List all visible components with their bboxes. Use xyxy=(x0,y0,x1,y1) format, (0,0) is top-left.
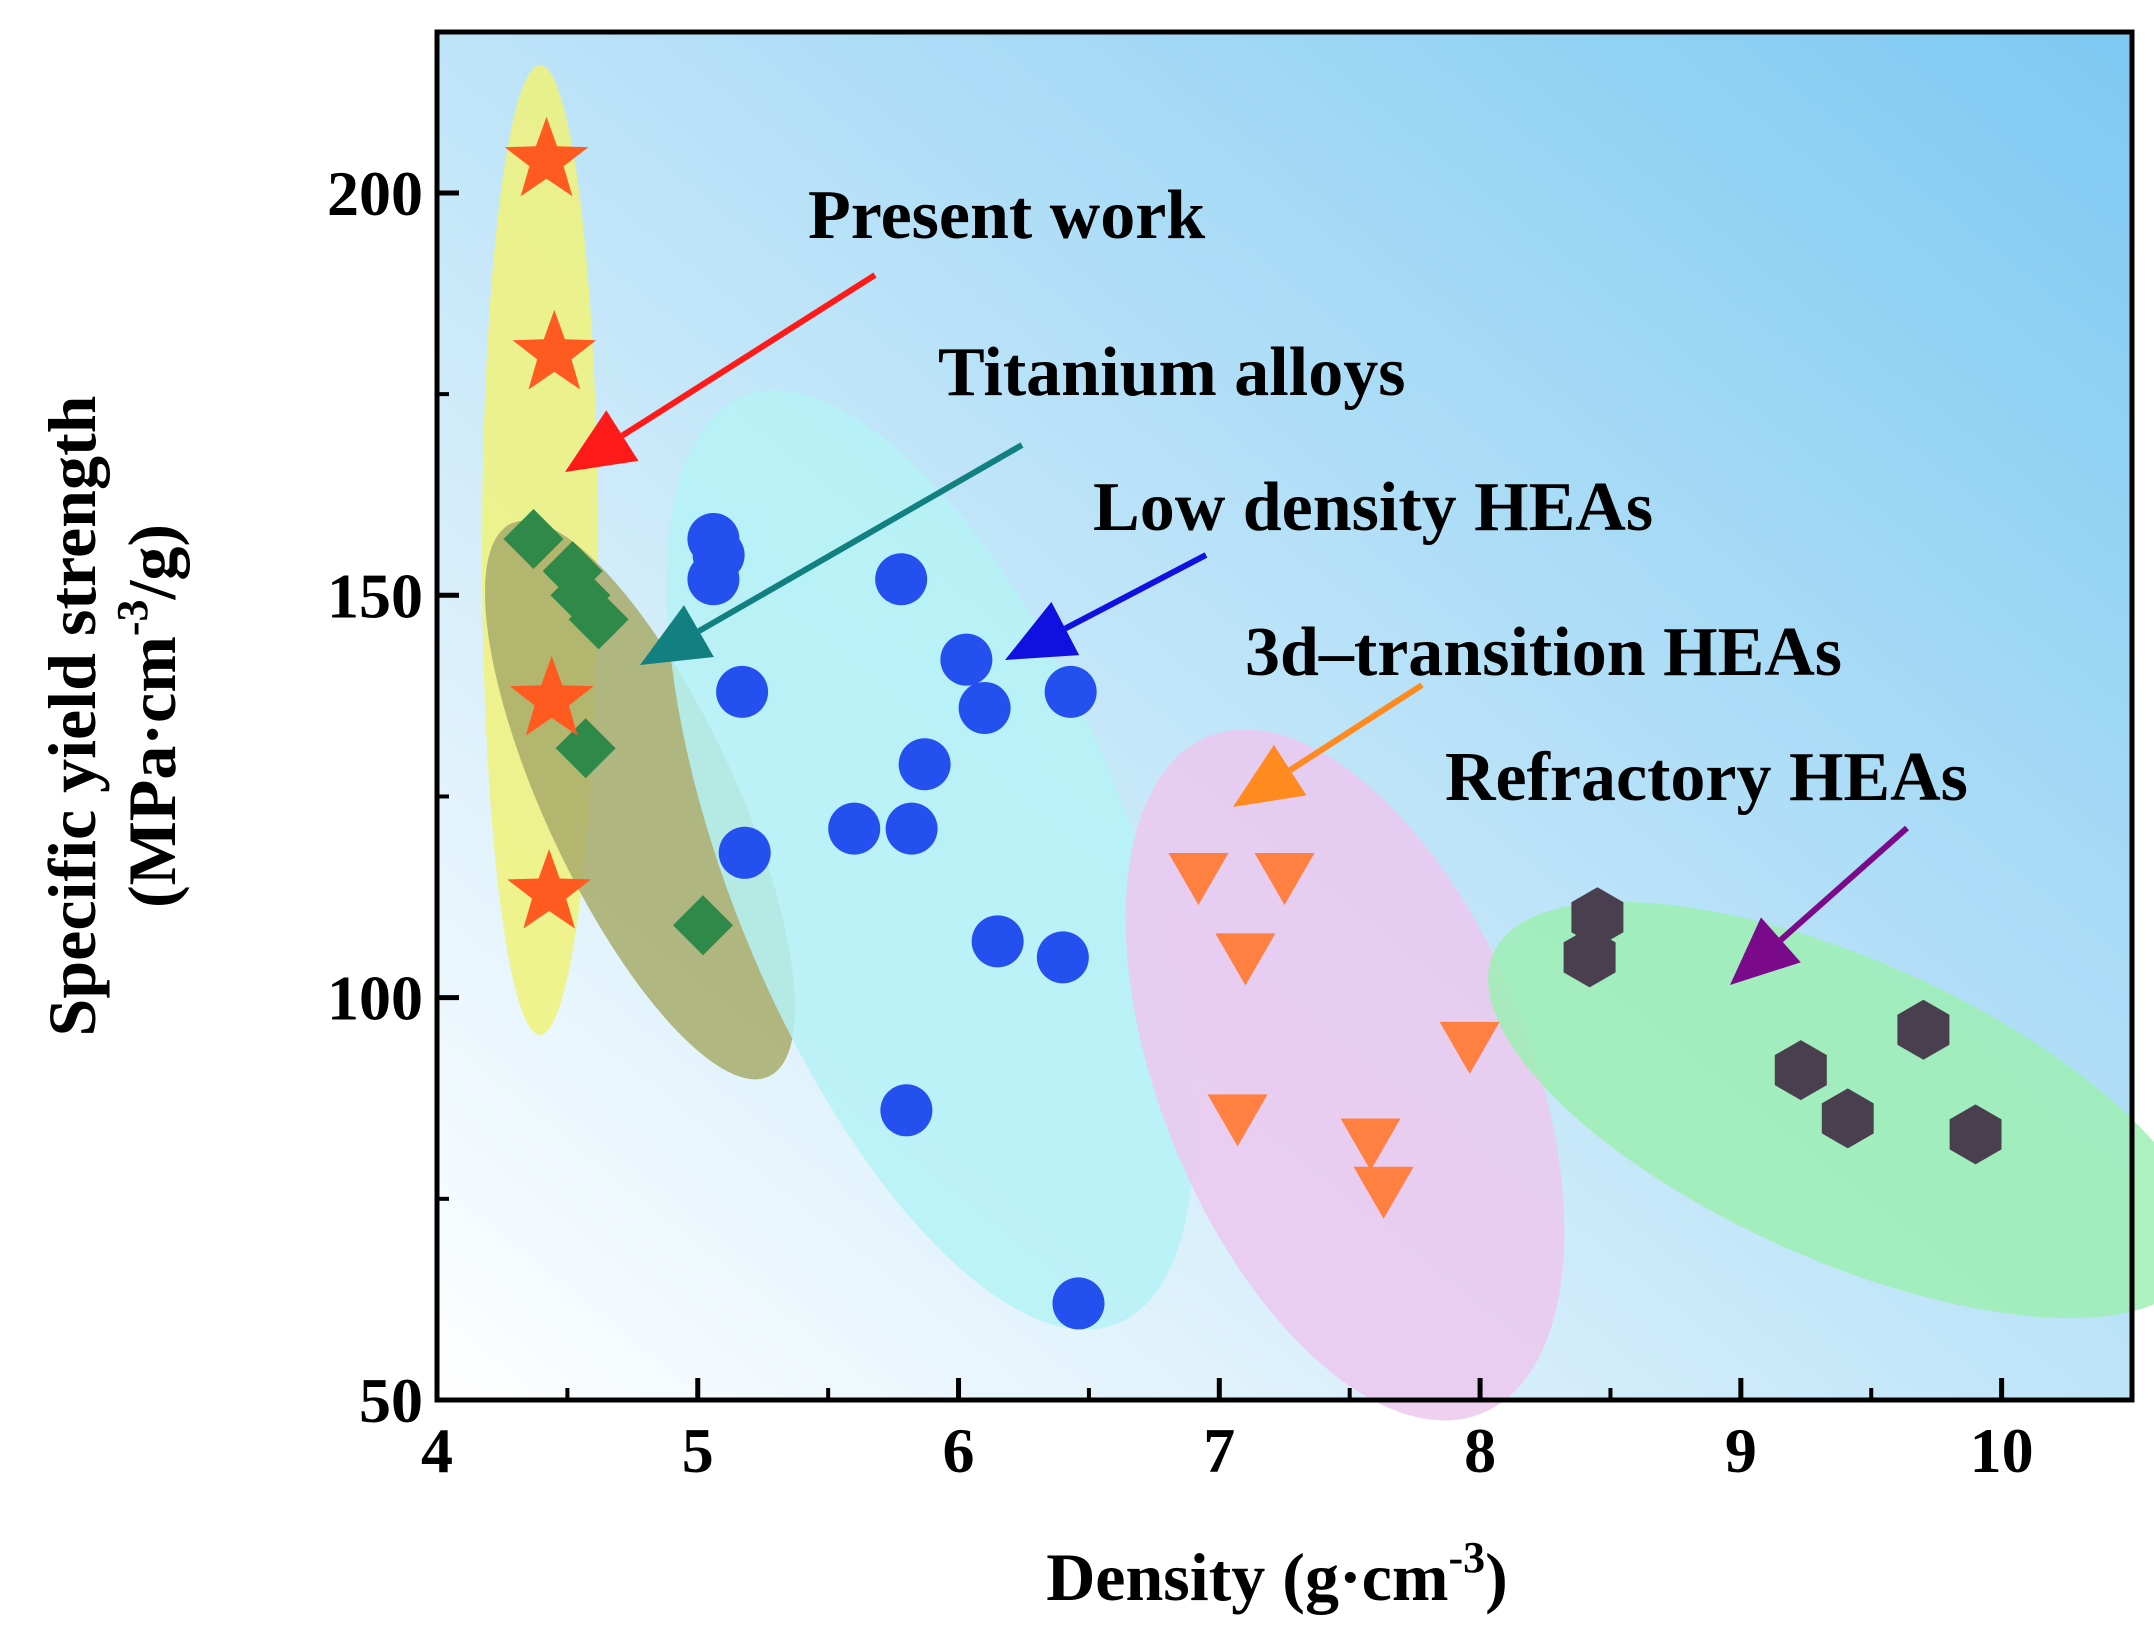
point-low-density-heas xyxy=(958,681,1011,734)
y-tick-label: 100 xyxy=(327,963,423,1034)
arrow-head-3d-transition-heas xyxy=(1233,744,1307,807)
data-points xyxy=(503,116,2002,1330)
point-3d-transition-heas xyxy=(1215,933,1276,986)
point-3d-transition-heas xyxy=(1353,1166,1414,1219)
point-low-density-heas xyxy=(898,738,951,791)
x-axis: 4 5 6 7 8 9 10 xyxy=(421,1378,2034,1486)
point-3d-transition-heas xyxy=(1207,1094,1268,1147)
point-low-density-heas xyxy=(828,802,881,855)
x-tick-label: 9 xyxy=(1725,1415,1757,1486)
x-tick-label: 7 xyxy=(1203,1415,1235,1486)
annotation-3d-transition-heas: 3d–transition HEAs xyxy=(1245,614,1842,691)
y-axis-title-line1: Specific yield strength xyxy=(34,396,110,1037)
point-titanium-alloys xyxy=(503,508,564,569)
point-present-work xyxy=(512,309,597,390)
annotation-arrows xyxy=(565,272,1909,985)
x-tick-label: 8 xyxy=(1464,1415,1496,1486)
point-3d-transition-heas xyxy=(1168,852,1229,905)
y-tick-label: 200 xyxy=(327,158,423,229)
point-low-density-heas xyxy=(716,665,769,718)
x-tick-label: 6 xyxy=(943,1415,975,1486)
point-refractory-heas xyxy=(1897,999,1950,1060)
point-refractory-heas xyxy=(1563,927,1616,988)
annotation-low-density-heas: Low density HEAs xyxy=(1093,469,1653,546)
point-low-density-heas xyxy=(971,915,1024,968)
point-3d-transition-heas xyxy=(1340,1118,1401,1171)
point-low-density-heas xyxy=(1052,1277,1105,1330)
y-axis: 50 100 150 200 xyxy=(327,158,459,1436)
point-low-density-heas xyxy=(1044,665,1097,718)
point-titanium-alloys xyxy=(672,895,733,956)
y-axis-title-line2-pre: (MPa·cm xyxy=(114,636,190,908)
ellipse-low-density-heas xyxy=(666,390,1194,1330)
arrow-refractory-heas xyxy=(1778,825,1909,943)
arrow-head-present-work xyxy=(565,410,639,472)
point-present-work xyxy=(509,655,594,736)
point-present-work xyxy=(504,116,589,197)
x-tick-label: 4 xyxy=(421,1415,453,1486)
ellipse-3d-transition-heas xyxy=(1125,729,1565,1421)
arrow-head-titanium-alloys xyxy=(640,605,714,665)
y-axis-title-line2-sup: -3 xyxy=(108,600,157,637)
y-tick-label: 150 xyxy=(327,560,423,631)
y-axis-title-line2-post: /g) xyxy=(114,524,190,601)
arrow-head-refractory-heas xyxy=(1730,917,1801,985)
x-tick-label: 5 xyxy=(682,1415,714,1486)
x-axis-title: Density (g·cm-3) xyxy=(1046,1533,1508,1615)
x-axis-title-sup: -3 xyxy=(1448,1533,1485,1582)
point-present-work xyxy=(507,849,591,929)
x-tick-label: 10 xyxy=(1970,1415,2034,1486)
arrow-3d-transition-heas xyxy=(1288,682,1424,773)
arrow-titanium-alloys xyxy=(697,442,1024,634)
x-axis-title-end: ) xyxy=(1485,1539,1508,1615)
point-refractory-heas xyxy=(1774,1040,1827,1101)
y-tick-label: 50 xyxy=(359,1365,423,1436)
point-3d-transition-heas xyxy=(1439,1021,1500,1074)
arrow-low-density-heas xyxy=(1063,552,1208,632)
point-low-density-heas xyxy=(718,826,771,879)
x-axis-title-main: Density (g·cm xyxy=(1046,1539,1448,1615)
annotation-present-work: Present work xyxy=(808,177,1205,254)
arrow-head-low-density-heas xyxy=(1005,601,1080,660)
point-3d-transition-heas xyxy=(1254,852,1315,905)
point-low-density-heas xyxy=(940,633,993,686)
point-low-density-heas xyxy=(687,553,740,606)
y-axis-title-line2: (MPa·cm-3/g) xyxy=(108,524,190,908)
annotation-refractory-heas: Refractory HEAs xyxy=(1445,739,1968,816)
point-titanium-alloys xyxy=(555,718,616,779)
point-low-density-heas xyxy=(875,553,928,606)
annotation-labels: Present work Titanium alloys Low density H… xyxy=(808,177,1968,816)
point-low-density-heas xyxy=(1036,931,1089,984)
point-refractory-heas xyxy=(1821,1088,1874,1149)
arrow-present-work xyxy=(620,272,877,439)
point-low-density-heas xyxy=(885,802,938,855)
point-titanium-alloys xyxy=(568,589,629,650)
point-refractory-heas xyxy=(1949,1104,2002,1165)
annotation-titanium-alloys: Titanium alloys xyxy=(938,334,1405,411)
y-axis-title: Specific yield strength (MPa·cm-3/g) xyxy=(34,396,190,1037)
point-low-density-heas xyxy=(880,1084,933,1137)
plot-frame xyxy=(434,29,2135,1403)
